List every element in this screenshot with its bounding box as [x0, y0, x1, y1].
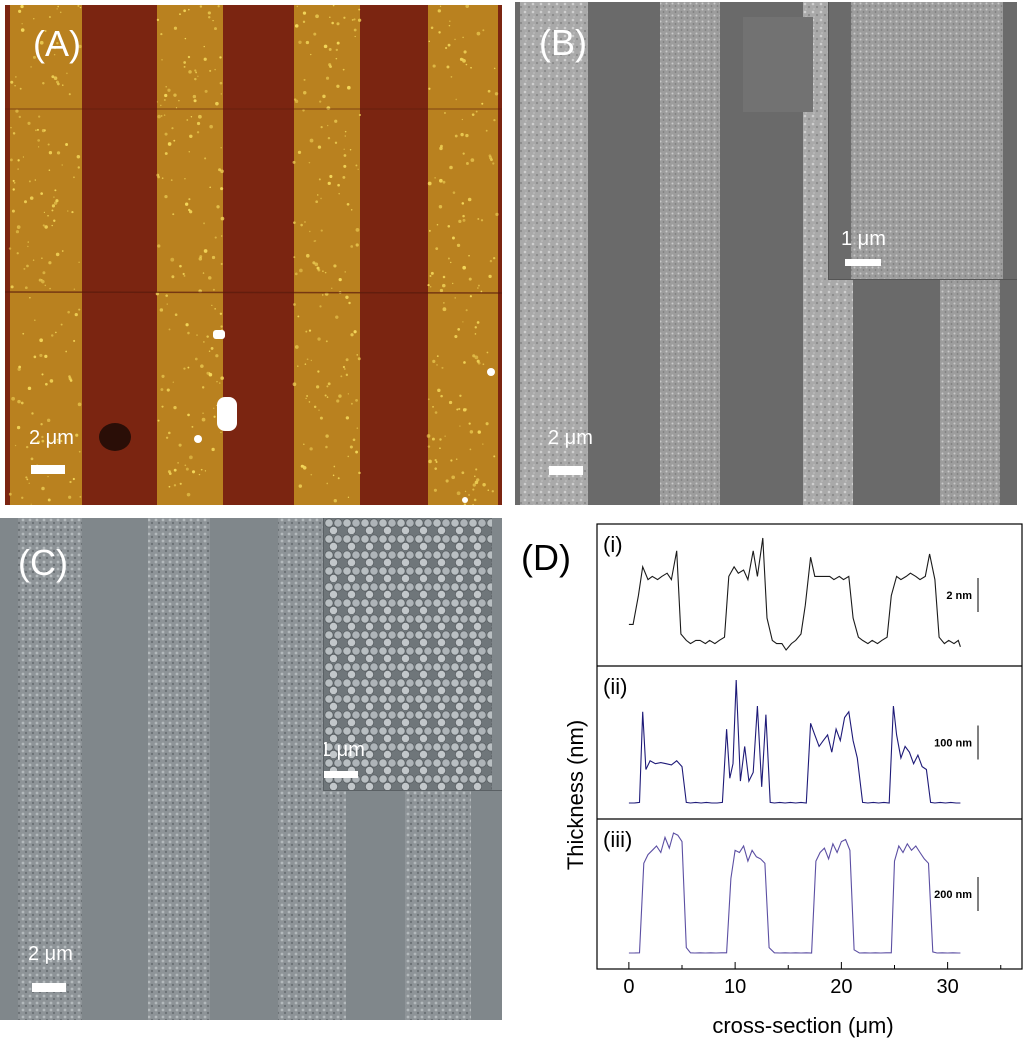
afm-particle	[194, 435, 202, 443]
sem-b-particle-stripe	[520, 2, 588, 505]
panel-c-scale-text: 2 μm	[28, 943, 73, 965]
afm-particle	[213, 330, 225, 339]
subplot-scale-text-1: 2 nm	[946, 590, 972, 602]
panel-b-scale-text: 2 μm	[548, 427, 593, 449]
panel-d-label: (D)	[521, 537, 571, 578]
panel-c-inset: 1 μm	[323, 518, 502, 791]
sem-b-particle-stripe	[660, 2, 720, 505]
sem-c-particle-stripe	[18, 518, 82, 1020]
afm-background	[5, 5, 502, 505]
subplot-scale-text-3: 200 nm	[934, 889, 972, 901]
sem-c-inset-image	[324, 518, 502, 790]
panel-b-sem-image: 1 μm (B) 2 μm	[515, 2, 1017, 505]
x-tick-label: 10	[724, 976, 746, 998]
afm-particle	[462, 497, 468, 503]
afm-light-stripe	[157, 5, 223, 505]
plot-frame	[596, 523, 1023, 970]
panel-b-inset: 1 μm	[828, 2, 1017, 280]
panel-b-inset-scale-bar	[845, 259, 881, 266]
y-axis-label: Thickness (nm)	[563, 720, 588, 870]
panel-b-inset-scale-text: 1 μm	[841, 228, 886, 250]
afm-stripes	[5, 5, 502, 505]
thickness-profile-chart: (D) Thickness (nm) cross-section (μm) (i…	[521, 523, 1023, 1038]
panel-a-afm-image: (A) 2 μm	[5, 5, 502, 505]
panel-c-inset-scale-text: 1 μm	[323, 739, 365, 761]
panel-c-inset-scale-bar	[324, 771, 358, 778]
subplot-label-1: (i)	[603, 532, 623, 557]
afm-particle	[217, 397, 237, 431]
x-axis-label: cross-section (μm)	[712, 1013, 893, 1038]
subplot-scale-text-2: 100 nm	[934, 738, 972, 750]
sem-b-inset-image	[829, 2, 1017, 279]
subplot-label-2: (ii)	[603, 674, 627, 699]
panel-b-scale-bar	[549, 466, 583, 475]
sem-c-inset-beads	[324, 518, 492, 790]
afm-scan-line	[5, 291, 502, 294]
panel-c-sem-image: 1 μm (C) 2 μm	[0, 518, 502, 1020]
panel-c-label: (C)	[18, 542, 68, 583]
afm-particle	[487, 368, 495, 376]
x-tick-label: 20	[830, 976, 852, 998]
profile-line-1	[628, 537, 961, 651]
sem-c-particle-stripe	[148, 518, 210, 1020]
panel-d-chart: (D) Thickness (nm) cross-section (μm) (i…	[515, 522, 1024, 1043]
subplot-label-3: (iii)	[603, 827, 632, 852]
panel-a-scale-text: 2 μm	[29, 427, 74, 449]
panel-a-scale-bar	[31, 465, 65, 474]
panel-b-label: (B)	[539, 22, 587, 63]
sem-b-charging-patch	[743, 17, 813, 112]
x-tick-label: 30	[937, 976, 959, 998]
profile-line-2	[628, 679, 961, 804]
afm-light-stripe	[10, 5, 82, 505]
panel-a-label: (A)	[33, 23, 81, 64]
profile-line-3	[628, 832, 961, 954]
sem-b-inset-stripe	[851, 2, 1003, 279]
x-tick-label: 0	[623, 976, 634, 998]
panel-c-scale-bar	[32, 983, 66, 992]
afm-light-stripe	[428, 5, 498, 505]
afm-dark-defect	[99, 423, 131, 451]
